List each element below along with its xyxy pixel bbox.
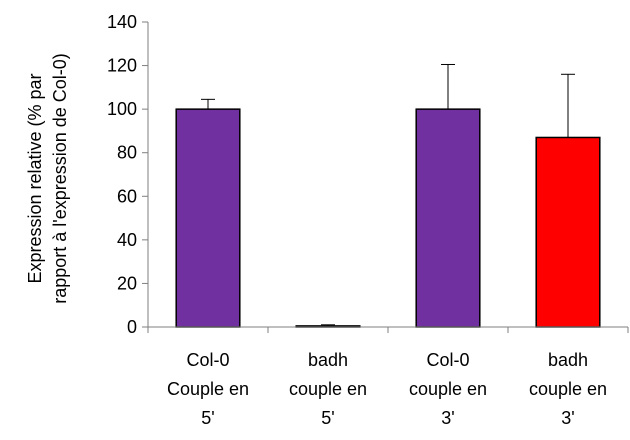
x-tick-label-line: badh [548,350,588,370]
x-tick-label-line: couple en [409,379,487,399]
y-axis-title: Expression relative (% par rapport à l'ex… [25,53,70,304]
x-tick-label-line: 5' [201,408,214,428]
x-tick-label-line: 3' [441,408,454,428]
y-tick-label: 60 [117,186,137,206]
x-tick-label-line: couple en [529,379,607,399]
x-tick-label-line: badh [308,350,348,370]
y-axis-title-line: Expression relative (% par [25,73,45,283]
x-tick-label-line: Col-0 [186,350,229,370]
x-tick-label-line: Col-0 [426,350,469,370]
x-axis-labels: Col-0 Couple en 5' badh couple en 5' Col-0 coup… [167,350,607,428]
x-axis [147,326,629,333]
error-bars [201,63,575,326]
bars [175,108,601,328]
y-axis: 0 20 40 60 80 100 120 140 [107,12,149,337]
y-tick-label: 80 [117,143,137,163]
y-tick-label: 120 [107,56,137,76]
x-tick-label-line: Couple en [167,379,249,399]
x-tick-label-line: 5' [321,408,334,428]
y-tick-label: 20 [117,273,137,293]
x-tick-label: badh couple en 3' [529,350,607,428]
x-tick-label-line: 3' [561,408,574,428]
bar [175,108,241,328]
y-tick-label: 140 [107,12,137,32]
y-tick-label: 100 [107,99,137,119]
x-tick-label: Col-0 couple en 3' [409,350,487,428]
y-tick-label: 40 [117,230,137,250]
bar [415,108,481,328]
x-tick-label: badh couple en 5' [289,350,367,428]
y-axis-title-line: rapport à l'expression de Col-0) [50,53,70,304]
x-tick-label: Col-0 Couple en 5' [167,350,249,428]
y-tick-label: 0 [127,317,137,337]
bar [535,136,601,328]
x-tick-label-line: couple en [289,379,367,399]
